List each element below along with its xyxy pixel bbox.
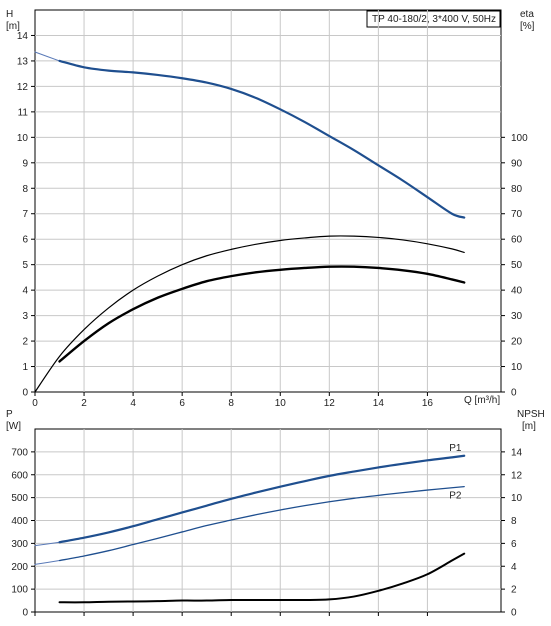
chart-title: TP 40-180/2, 3*400 V, 50Hz (372, 14, 496, 25)
top-xtick-label-4: 4 (130, 398, 136, 409)
bottom-ytick-left-label-200: 200 (11, 562, 28, 573)
top-ytick-right-label-30: 30 (511, 311, 523, 322)
bottom-y-left-unit: [W] (6, 421, 21, 432)
top-xtick-label-10: 10 (275, 398, 287, 409)
top-ytick-right-label-90: 90 (511, 158, 523, 169)
top-series (34, 51, 466, 393)
top-xtick-label-14: 14 (373, 398, 385, 409)
bottom-ytick-right-label-8: 8 (511, 516, 517, 527)
top-ytick-right-label-0: 0 (511, 388, 517, 399)
bottom-ytick-left-label-100: 100 (11, 585, 28, 596)
bottom-ytick-right-label-4: 4 (511, 562, 517, 573)
top-ytick-left-label-4: 4 (22, 286, 28, 297)
top-ytick-left-label-7: 7 (22, 209, 28, 220)
top-xtick-label-16: 16 (422, 398, 434, 409)
top-ytick-right-label-60: 60 (511, 235, 523, 246)
top-ytick-right-label-80: 80 (511, 184, 523, 195)
bottom-ytick-left-label-300: 300 (11, 539, 28, 550)
bottom-series-label-p2: P2 (449, 491, 462, 502)
top-ytick-left-label-11: 11 (18, 107, 29, 118)
top-ytick-left-label-9: 9 (22, 158, 28, 169)
top-ytick-left-label-12: 12 (17, 82, 29, 93)
top-chart-frame (34, 9, 502, 393)
top-ytick-left-label-5: 5 (22, 260, 28, 271)
bottom-series-p1 (58, 454, 466, 544)
top-series-eta-thick (58, 265, 466, 363)
top-xtick-label-8: 8 (228, 398, 234, 409)
bottom-y-left-label: P (6, 409, 13, 420)
bottom-ytick-left-label-700: 700 (11, 447, 28, 458)
top-xtick-label-0: 0 (32, 398, 38, 409)
bottom-ytick-right-label-14: 14 (511, 447, 523, 458)
top-series-head-extension (34, 51, 61, 62)
bottom-series-npsh (58, 552, 466, 604)
bottom-ytick-left-label-0: 0 (22, 608, 28, 619)
top-ytick-right-label-40: 40 (511, 286, 523, 297)
top-ytick-left-label-6: 6 (22, 235, 28, 246)
bottom-series-label-p1: P1 (449, 443, 462, 454)
top-chart: TP 40-180/2, 3*400 V, 50Hz H [m] eta [%]… (6, 9, 535, 409)
bottom-ytick-right-label-10: 10 (511, 493, 523, 504)
top-ytick-right-label-100: 100 (511, 133, 528, 144)
x-axis-label: Q [m³/h] (464, 395, 500, 406)
top-xtick-label-6: 6 (179, 398, 185, 409)
bottom-ytick-left-label-600: 600 (11, 470, 28, 481)
top-ytick-left-label-8: 8 (22, 184, 28, 195)
bottom-ytick-right-label-12: 12 (511, 470, 523, 481)
bottom-ticks: 0 100 200 300 400 500 600 700 0 2 4 6 8 10 12 14 (11, 447, 522, 618)
bottom-chart: P [W] NPSH [m] 0 100 200 300 400 500 600 700 0 2 4… (6, 409, 545, 619)
bottom-grid (35, 429, 501, 612)
top-y-right-unit: [%] (520, 21, 535, 32)
top-y-right-label: eta (520, 9, 534, 20)
bottom-series-p2 (58, 485, 465, 562)
top-grid (35, 10, 501, 392)
bottom-ytick-left-label-500: 500 (11, 493, 28, 504)
top-xtick-label-12: 12 (324, 398, 336, 409)
top-ticks: 0 2 4 6 8 10 12 14 16012345678910111213140102030… (17, 31, 528, 409)
bottom-y-right-unit: [m] (522, 421, 536, 432)
top-ytick-left-label-3: 3 (22, 311, 28, 322)
bottom-ytick-right-label-6: 6 (511, 539, 517, 550)
bottom-y-right-label: NPSH (517, 409, 545, 420)
top-ytick-right-label-20: 20 (511, 337, 523, 348)
bottom-ytick-right-label-2: 2 (511, 585, 517, 596)
top-ytick-left-label-14: 14 (17, 31, 29, 42)
top-y-left-label: H (6, 9, 13, 20)
top-ytick-right-label-70: 70 (511, 209, 523, 220)
bottom-ytick-right-label-0: 0 (511, 608, 517, 619)
bottom-series-p2-extension (34, 560, 61, 565)
top-series-eta-thin (34, 235, 465, 393)
top-ytick-left-label-13: 13 (17, 56, 29, 67)
top-y-left-unit: [m] (6, 21, 20, 32)
bottom-series-p1-extension (34, 541, 61, 547)
bottom-series: P1 P2 (34, 443, 466, 604)
top-ytick-left-label-0: 0 (22, 388, 28, 399)
top-ytick-left-label-10: 10 (17, 133, 29, 144)
bottom-ytick-left-label-400: 400 (11, 516, 28, 527)
top-ytick-right-label-50: 50 (511, 260, 523, 271)
top-xtick-label-2: 2 (81, 398, 87, 409)
title-box (366, 10, 501, 28)
top-series-head (58, 59, 466, 219)
top-ytick-right-label-10: 10 (511, 362, 523, 373)
top-ytick-left-label-2: 2 (22, 337, 28, 348)
top-ytick-left-label-1: 1 (22, 362, 28, 373)
